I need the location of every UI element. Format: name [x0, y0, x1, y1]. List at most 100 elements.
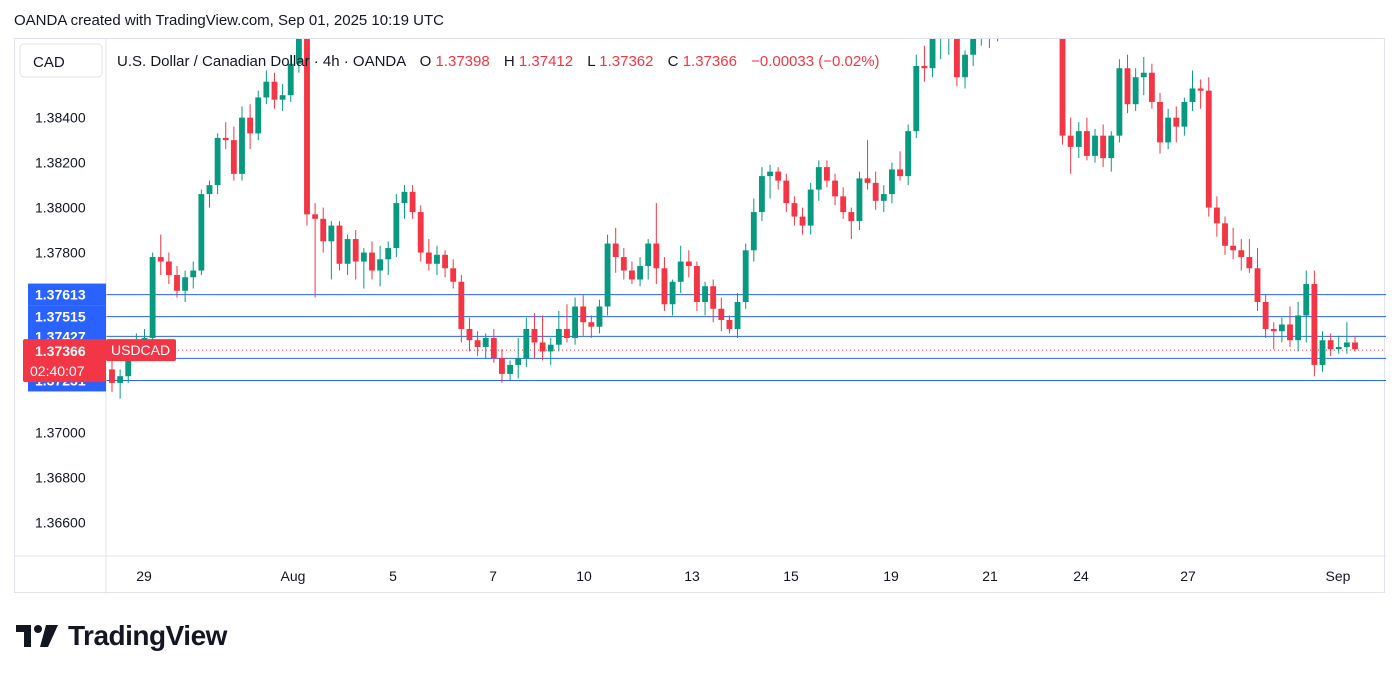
candle-body — [401, 191, 408, 204]
candle-body — [344, 239, 351, 264]
candle — [948, 39, 950, 55]
candle — [1254, 248, 1261, 311]
candle — [1157, 92, 1163, 154]
candle-body — [1189, 88, 1196, 102]
x-tick-label: 27 — [1180, 568, 1196, 584]
candle — [1165, 108, 1172, 150]
level-price-label: 1.37515 — [28, 305, 106, 328]
y-tick-label: 1.37000 — [35, 424, 86, 440]
candle-body — [685, 261, 692, 267]
candle — [637, 257, 643, 287]
candle-body — [1205, 90, 1212, 208]
candle — [385, 241, 392, 276]
candle — [271, 72, 278, 109]
candle — [997, 39, 999, 42]
y-tick-label: 1.38000 — [35, 200, 86, 216]
price-chart[interactable]: 1.386001.384001.382001.380001.378001.370… — [15, 39, 1386, 594]
candle-body — [588, 322, 595, 327]
candle-body — [637, 266, 643, 280]
candle — [1311, 270, 1318, 377]
candle — [791, 196, 798, 226]
candle-body — [442, 254, 449, 269]
candle — [1295, 301, 1302, 352]
candle — [645, 239, 652, 280]
candle — [710, 279, 717, 323]
candle-body — [555, 328, 562, 345]
candle-body — [182, 277, 189, 291]
candle — [767, 164, 773, 199]
currency-button[interactable]: CAD — [19, 43, 103, 78]
candle — [750, 198, 757, 262]
candle — [1270, 322, 1277, 350]
candle-body — [206, 185, 213, 195]
candle — [547, 337, 554, 365]
candle-body — [1132, 77, 1139, 105]
candle — [214, 133, 221, 195]
candle — [247, 104, 254, 150]
candle-body — [279, 95, 286, 100]
candle — [988, 39, 990, 48]
candle-body — [425, 252, 432, 264]
x-tick-label: 15 — [783, 568, 799, 584]
candle-body — [629, 270, 635, 280]
candle-body — [1238, 250, 1245, 258]
candle — [417, 205, 424, 262]
x-tick-label: 5 — [389, 568, 397, 584]
candle-body — [336, 225, 343, 264]
candle-body — [255, 97, 262, 134]
candle-body — [970, 39, 977, 55]
candle-body — [239, 117, 245, 174]
candle-body — [320, 218, 327, 242]
candle-body — [710, 286, 717, 309]
level-price-label-bg — [28, 305, 106, 328]
candle — [1343, 322, 1350, 354]
candle — [913, 54, 920, 138]
candle-body — [580, 306, 587, 323]
candle-body — [165, 261, 172, 276]
y-tick-label: 1.36600 — [35, 514, 86, 530]
candle — [1352, 335, 1358, 352]
candle — [344, 234, 351, 276]
candle — [1132, 68, 1139, 111]
x-tick-label: 7 — [489, 568, 497, 584]
candle-body — [434, 254, 440, 264]
tradingview-logo[interactable]: TradingView — [16, 620, 227, 652]
symbol-tag-bg — [106, 339, 176, 362]
candle-body — [1254, 268, 1261, 302]
candle — [1213, 196, 1220, 237]
candle — [190, 261, 197, 289]
candle — [1205, 77, 1212, 217]
candle — [940, 39, 942, 60]
candle-body — [718, 308, 725, 320]
candle-body — [921, 65, 928, 69]
currency-button-label: CAD — [33, 54, 65, 71]
candle — [295, 39, 302, 73]
candle-body — [328, 225, 335, 242]
level-price-label-text: 1.37613 — [35, 287, 86, 303]
y-tick-label: 1.38400 — [35, 110, 86, 126]
chart-frame[interactable]: 1.386001.384001.382001.380001.378001.370… — [14, 38, 1386, 594]
candle-body — [604, 243, 611, 307]
candle — [1327, 333, 1334, 356]
candle-body — [417, 212, 424, 253]
candle — [279, 83, 286, 111]
candle — [206, 180, 213, 208]
symbol-legend[interactable]: U.S. Dollar / Canadian Dollar · 4h · OAN… — [117, 53, 880, 70]
candle-body — [1140, 72, 1147, 78]
candle — [198, 189, 205, 276]
candle — [360, 248, 367, 289]
candle-body — [840, 196, 847, 213]
candle-body — [1173, 117, 1180, 127]
candle — [304, 39, 310, 226]
candle — [815, 160, 822, 201]
y-tick-label: 1.37800 — [35, 245, 86, 261]
candle — [980, 39, 982, 46]
open-label: O — [420, 53, 432, 70]
candle-body — [669, 281, 676, 305]
candle — [1181, 97, 1188, 136]
candle — [1059, 39, 1066, 145]
candle — [369, 241, 375, 280]
y-tick-label: 1.38200 — [35, 155, 86, 171]
candle-body — [775, 171, 782, 181]
candle-body — [1108, 135, 1115, 159]
